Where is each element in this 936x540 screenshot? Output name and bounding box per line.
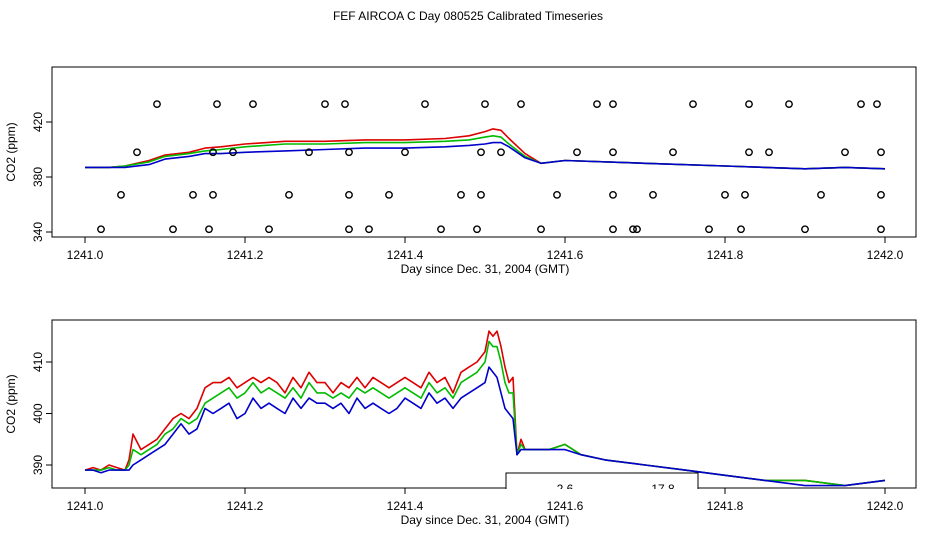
y-axis-label: CO2 (ppm) bbox=[4, 122, 18, 181]
data-marker bbox=[481, 100, 489, 109]
panel-top: 1241.0 1241.2 1241.4 1241.6 1241.8 1242.0 340 3… bbox=[4, 66, 917, 276]
series-group bbox=[85, 128, 886, 170]
data-marker bbox=[97, 225, 105, 234]
series-line bbox=[85, 128, 886, 170]
data-marker bbox=[741, 190, 749, 199]
data-marker bbox=[857, 100, 865, 109]
data-marker bbox=[265, 225, 273, 234]
data-marker bbox=[669, 148, 677, 157]
y-tick-label: 410 bbox=[31, 352, 45, 372]
x-tick-label: 1241.4 bbox=[387, 248, 424, 262]
data-marker bbox=[341, 100, 349, 109]
y-tick-label: 380 bbox=[31, 167, 45, 187]
data-marker bbox=[209, 148, 217, 157]
y-tick-label: 420 bbox=[31, 112, 45, 132]
data-marker bbox=[737, 225, 745, 234]
x-tick-label: 1241.8 bbox=[707, 248, 744, 262]
data-marker bbox=[745, 100, 753, 109]
data-marker bbox=[457, 190, 465, 199]
data-marker bbox=[345, 148, 353, 157]
plot-frame bbox=[51, 66, 917, 238]
series-line bbox=[85, 141, 886, 170]
x-tick-label: 1241.4 bbox=[387, 499, 424, 513]
data-marker bbox=[437, 225, 445, 234]
y-tick-label: 390 bbox=[31, 455, 45, 475]
data-marker bbox=[553, 190, 561, 199]
panel-bottom: 1241.0 1241.2 1241.4 1241.6 1241.8 1242.0 390 4… bbox=[4, 319, 917, 527]
data-marker bbox=[497, 148, 505, 157]
series-group bbox=[84, 330, 886, 487]
series-line bbox=[85, 366, 886, 487]
legend-mask bbox=[505, 489, 699, 499]
data-marker bbox=[421, 100, 429, 109]
data-marker bbox=[873, 100, 881, 109]
x-tick-label: 1241.8 bbox=[707, 499, 744, 513]
data-marker bbox=[765, 148, 773, 157]
data-marker bbox=[785, 100, 793, 109]
x-tick-label: 1241.6 bbox=[547, 499, 584, 513]
data-marker bbox=[745, 148, 753, 157]
data-marker bbox=[877, 190, 885, 199]
data-marker bbox=[841, 148, 849, 157]
data-marker bbox=[689, 100, 697, 109]
data-marker bbox=[205, 225, 213, 234]
data-marker bbox=[385, 190, 393, 199]
data-marker bbox=[609, 225, 617, 234]
x-tick-label: 1241.2 bbox=[227, 248, 264, 262]
x-tick-label: 1241.0 bbox=[67, 248, 104, 262]
y-axis-label: CO2 (ppm) bbox=[4, 374, 18, 433]
x-tick-label: 1241.6 bbox=[547, 248, 584, 262]
plot-frame bbox=[51, 319, 917, 489]
data-marker bbox=[537, 225, 545, 234]
data-marker bbox=[649, 190, 657, 199]
series-line bbox=[85, 340, 886, 487]
data-marker bbox=[229, 148, 237, 157]
data-marker bbox=[213, 100, 221, 109]
data-marker bbox=[473, 225, 481, 234]
data-marker bbox=[345, 190, 353, 199]
data-marker bbox=[153, 100, 161, 109]
data-marker bbox=[593, 100, 601, 109]
data-marker bbox=[249, 100, 257, 109]
data-marker bbox=[633, 225, 641, 234]
data-marker bbox=[721, 190, 729, 199]
data-marker bbox=[189, 190, 197, 199]
data-marker bbox=[477, 148, 485, 157]
data-marker bbox=[609, 100, 617, 109]
x-tick-label: 1242.0 bbox=[867, 248, 904, 262]
x-axis-label: Day since Dec. 31, 2004 (GMT) bbox=[401, 513, 570, 527]
x-tick-label: 1242.0 bbox=[867, 499, 904, 513]
data-marker bbox=[517, 100, 525, 109]
data-marker bbox=[801, 225, 809, 234]
series-line bbox=[85, 135, 886, 170]
data-marker bbox=[321, 100, 329, 109]
data-marker bbox=[817, 190, 825, 199]
data-marker bbox=[285, 190, 293, 199]
x-tick-label: 1241.2 bbox=[227, 499, 264, 513]
figure-title: FEF AIRCOA C Day 080525 Calibrated Times… bbox=[332, 9, 604, 23]
data-marker bbox=[365, 225, 373, 234]
data-marker bbox=[477, 190, 485, 199]
data-marker bbox=[401, 148, 409, 157]
data-marker bbox=[117, 190, 125, 199]
data-marker bbox=[705, 225, 713, 234]
data-marker bbox=[209, 190, 217, 199]
x-axis-label: Day since Dec. 31, 2004 (GMT) bbox=[401, 262, 570, 276]
data-marker bbox=[609, 190, 617, 199]
data-marker bbox=[169, 225, 177, 234]
data-marker bbox=[877, 148, 885, 157]
data-marker bbox=[345, 225, 353, 234]
data-marker bbox=[573, 148, 581, 157]
x-tick-label: 1241.0 bbox=[67, 499, 104, 513]
data-marker bbox=[305, 148, 313, 157]
data-marker bbox=[877, 225, 885, 234]
data-marker bbox=[133, 148, 141, 157]
data-marker bbox=[629, 225, 637, 234]
y-tick-label: 400 bbox=[31, 403, 45, 423]
data-marker bbox=[609, 148, 617, 157]
y-tick-label: 340 bbox=[31, 222, 45, 242]
